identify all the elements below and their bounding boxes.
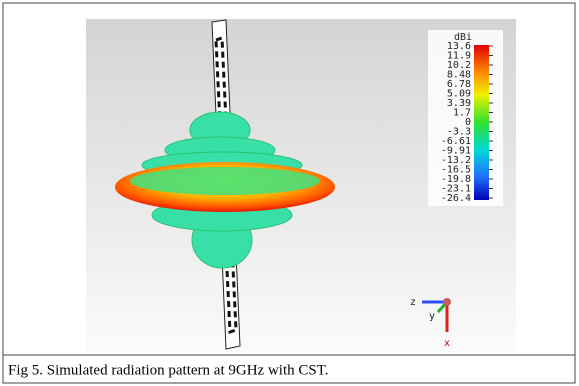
origin [443, 298, 451, 306]
x-label: x [444, 338, 450, 349]
colorbar [474, 45, 489, 200]
caption: Fig 5. Simulated radiation pattern at 9G… [8, 362, 329, 378]
colorbar-label: -26.4 [441, 193, 471, 204]
main-lobe-top [130, 167, 320, 195]
z-label: z [410, 297, 416, 308]
page: dBi 13.611.910.28.486.785.093.391.70-3.3… [0, 0, 579, 386]
y-label: y [429, 311, 435, 322]
figure: dBi 13.611.910.28.486.785.093.391.70-3.3… [0, 0, 579, 386]
